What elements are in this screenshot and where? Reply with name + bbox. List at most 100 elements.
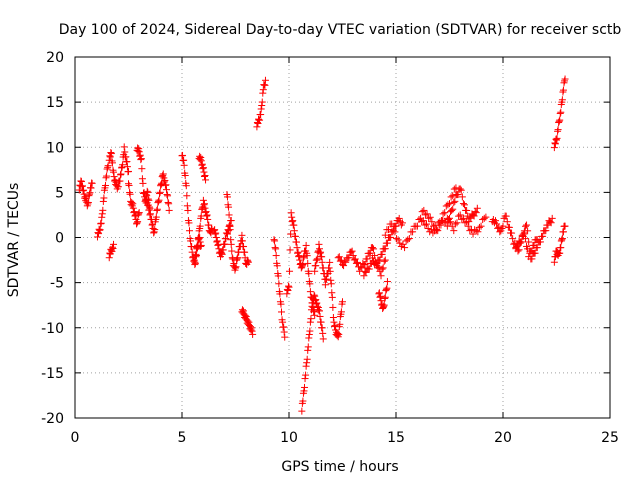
data-point: [289, 217, 297, 225]
data-point: [212, 229, 220, 237]
x-tick-label: 25: [601, 430, 619, 446]
data-point: [477, 222, 485, 230]
data-point: [554, 127, 562, 135]
data-point: [393, 235, 401, 243]
data-point: [387, 233, 395, 241]
data-point: [200, 168, 208, 176]
data-point: [148, 221, 156, 229]
data-point: [271, 244, 279, 252]
data-point: [245, 318, 253, 326]
data-point: [201, 204, 209, 212]
data-point: [201, 171, 209, 179]
data-point: [276, 290, 284, 298]
data-point: [306, 318, 314, 326]
data-point: [108, 159, 116, 167]
data-point: [450, 199, 458, 207]
data-point: [554, 126, 562, 134]
data-point: [86, 189, 94, 197]
data-point: [399, 240, 407, 248]
data-point: [312, 262, 320, 270]
data-point: [421, 211, 429, 219]
data-point: [227, 236, 235, 244]
data-point: [420, 206, 428, 214]
data-point: [521, 222, 529, 230]
data-point: [281, 333, 289, 341]
data-point: [156, 190, 164, 198]
data-point: [259, 89, 267, 97]
data-point: [193, 243, 201, 251]
data-point: [318, 324, 326, 332]
data-point: [380, 301, 388, 309]
data-point: [290, 221, 298, 229]
data-point: [136, 151, 144, 159]
data-point: [211, 226, 219, 234]
data-point: [446, 214, 453, 222]
data-point: [85, 192, 93, 200]
data-point: [284, 282, 292, 290]
data-point: [299, 260, 307, 268]
data-point: [310, 291, 318, 299]
data-point: [287, 230, 295, 238]
data-point: [258, 98, 266, 106]
data-point: [413, 222, 421, 230]
x-tick-label: 20: [494, 430, 512, 446]
data-point: [298, 407, 306, 415]
data-point: [256, 116, 264, 124]
data-point: [551, 140, 559, 148]
data-point: [188, 248, 196, 256]
data-point: [325, 264, 333, 272]
data-point: [234, 254, 242, 262]
data-point: [182, 182, 190, 190]
data-point: [154, 197, 162, 205]
data-point: [555, 117, 563, 125]
data-point: [378, 250, 386, 258]
data-point: [144, 188, 152, 196]
data-point: [377, 297, 385, 305]
data-point: [244, 257, 252, 265]
x-tick-label: 10: [280, 430, 298, 446]
data-point: [503, 218, 511, 226]
data-point: [203, 212, 211, 220]
data-point: [162, 181, 170, 189]
data-point: [505, 223, 513, 231]
data-point: [453, 219, 461, 227]
data-point: [434, 227, 442, 235]
data-point: [335, 330, 343, 338]
data-point: [232, 264, 239, 272]
data-point: [78, 182, 86, 190]
data-point: [105, 254, 113, 262]
data-point: [110, 173, 118, 181]
data-point: [129, 200, 137, 208]
data-point: [539, 232, 547, 240]
data-point: [293, 244, 301, 252]
data-point: [441, 209, 449, 217]
data-point: [315, 245, 323, 253]
data-point: [328, 293, 336, 301]
data-point: [149, 224, 157, 232]
data-point: [317, 248, 325, 256]
data-point: [368, 254, 376, 262]
data-point: [214, 241, 222, 249]
data-point: [383, 284, 391, 292]
data-point: [404, 236, 412, 244]
data-point: [556, 249, 564, 257]
data-point: [424, 224, 432, 232]
data-point: [290, 227, 298, 235]
data-point: [288, 213, 296, 221]
data-point: [300, 387, 308, 395]
data-point: [553, 136, 560, 144]
data-point: [153, 205, 161, 213]
y-tick-label: -5: [50, 276, 64, 292]
data-point: [85, 190, 93, 198]
data-point: [125, 181, 133, 189]
data-point: [121, 148, 129, 156]
data-point: [376, 256, 384, 264]
y-tick-label: 20: [46, 50, 64, 66]
data-point: [144, 195, 152, 203]
data-point: [202, 208, 210, 216]
data-point: [331, 322, 339, 330]
data-point: [117, 170, 125, 178]
data-point: [135, 145, 143, 153]
data-point: [314, 303, 322, 311]
data-point: [509, 235, 517, 243]
